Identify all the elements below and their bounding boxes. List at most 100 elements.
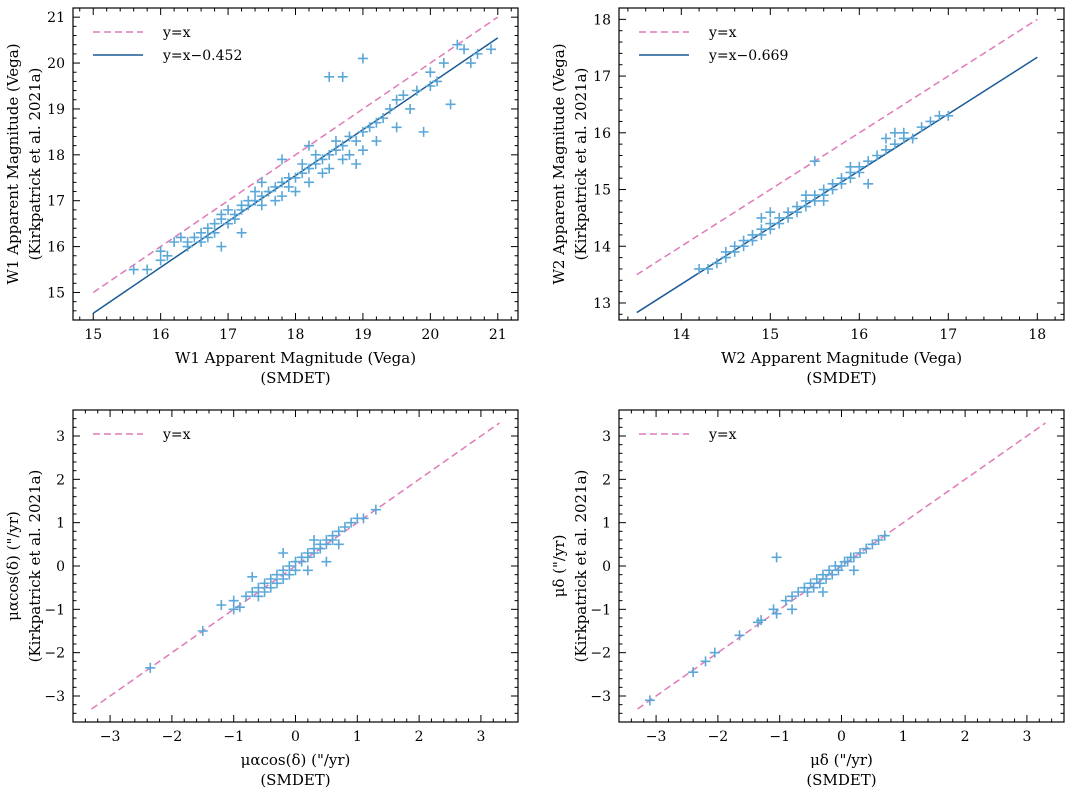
data-point	[278, 548, 289, 558]
data-point	[756, 615, 767, 626]
data-point	[209, 227, 220, 238]
data-point	[155, 246, 166, 257]
x-tick-label: 14	[672, 327, 690, 343]
data-point	[284, 561, 295, 571]
data-point	[418, 126, 429, 137]
data-point	[688, 667, 699, 678]
x-tick-label: 17	[939, 327, 957, 343]
data-point	[290, 172, 301, 183]
data-point	[321, 556, 332, 567]
panel-pmra: −3 −2 −1 0 1 2 3 −3 −2 −1 0 1 2 3 y=x μαcos(δ) ("/yr)…	[4, 409, 519, 789]
data-point	[854, 161, 865, 172]
x-tick-label: 18	[287, 327, 305, 343]
data-point	[703, 263, 713, 274]
data-point	[142, 264, 153, 275]
data-point	[228, 604, 239, 615]
data-point	[333, 526, 344, 537]
data-point	[821, 574, 832, 584]
legend-label-identity-pmdec: y=x	[708, 427, 737, 443]
data-point	[351, 136, 362, 147]
data-point	[371, 117, 382, 128]
data-point	[162, 250, 173, 261]
data-point	[196, 237, 207, 247]
data-point	[202, 223, 213, 234]
points-w1	[128, 39, 497, 275]
data-point	[145, 662, 156, 673]
x-tick-label: 0	[291, 729, 300, 745]
data-point	[934, 110, 945, 121]
y-tick-label: 2	[56, 472, 65, 488]
x-tick-label: 3	[476, 729, 485, 745]
x-tick-label: 16	[850, 327, 868, 343]
panel-pmdec: −3 −2 −1 0 1 2 3 −3 −2 −1 0 1 2 3 y=x μδ ("/yr) (SMDE…	[550, 409, 1065, 789]
data-point	[432, 76, 443, 87]
data-point	[747, 229, 758, 240]
x-axis-label-w1: W1 Apparent Magnitude (Vega)	[175, 349, 416, 367]
data-point	[270, 195, 281, 206]
data-point	[916, 122, 927, 133]
data-point	[277, 191, 288, 202]
x-tick-label: 18	[1028, 327, 1046, 343]
y-tick-label: −1	[44, 602, 65, 618]
data-point	[808, 582, 819, 593]
data-point	[330, 145, 341, 156]
data-point	[327, 530, 338, 541]
data-point	[438, 58, 449, 69]
legend-w2: y=x y=x−0.669	[639, 25, 788, 64]
data-point	[277, 177, 288, 188]
data-point	[729, 241, 740, 252]
data-point	[445, 99, 456, 110]
data-point	[241, 591, 252, 602]
y-tick-label: 18	[47, 148, 65, 164]
data-point	[256, 177, 267, 188]
data-point	[271, 578, 282, 589]
y-tick-label: 21	[47, 10, 65, 26]
data-point	[391, 94, 402, 105]
data-point	[310, 159, 321, 169]
x-axis-sublabel-w2: (SMDET)	[806, 369, 876, 387]
data-point	[867, 539, 878, 550]
points-pmra	[145, 504, 381, 673]
data-point	[827, 569, 838, 580]
reference-lines-w1	[92, 16, 499, 314]
x-axis-label-w2: W2 Apparent Magnitude (Vega)	[721, 349, 962, 367]
data-point	[848, 552, 859, 563]
data-point	[357, 126, 368, 137]
data-point	[780, 595, 791, 606]
data-point	[155, 255, 166, 266]
y-tick-label: 1	[56, 516, 65, 532]
x-tick-label: 20	[421, 327, 439, 343]
data-point	[827, 178, 838, 189]
y-axis-label-w2: W2 Apparent Magnitude (Vega)	[550, 43, 568, 284]
y-tick-label: 3	[56, 429, 65, 445]
data-point	[756, 224, 767, 235]
data-point	[265, 574, 276, 584]
data-point	[339, 522, 350, 532]
x-tick-label: 16	[152, 327, 170, 343]
data-point	[290, 565, 301, 576]
identity-line	[91, 422, 500, 710]
data-point	[271, 569, 282, 580]
x-tick-label: −3	[100, 729, 121, 745]
y-tick-label: −1	[590, 602, 611, 618]
data-point	[644, 695, 655, 706]
legend-label-identity-pmra: y=x	[162, 427, 191, 443]
data-point	[284, 569, 295, 580]
data-point	[169, 237, 180, 247]
data-point	[405, 103, 416, 114]
data-point	[848, 565, 859, 576]
x-tick-label: 2	[415, 729, 424, 745]
data-point	[189, 232, 200, 243]
data-point	[259, 578, 270, 589]
data-point	[346, 517, 357, 528]
data-point	[253, 582, 264, 593]
y-tick-label: −2	[590, 646, 611, 662]
data-point	[873, 535, 884, 545]
data-point	[256, 191, 267, 202]
data-point	[863, 156, 874, 167]
x-axis-label-pmra: μαcos(δ) ("/yr)	[241, 751, 351, 769]
data-point	[302, 565, 313, 576]
y-tick-label: 1	[602, 516, 611, 532]
x-tick-label: 1	[353, 729, 362, 745]
ticks-w1	[73, 7, 518, 321]
